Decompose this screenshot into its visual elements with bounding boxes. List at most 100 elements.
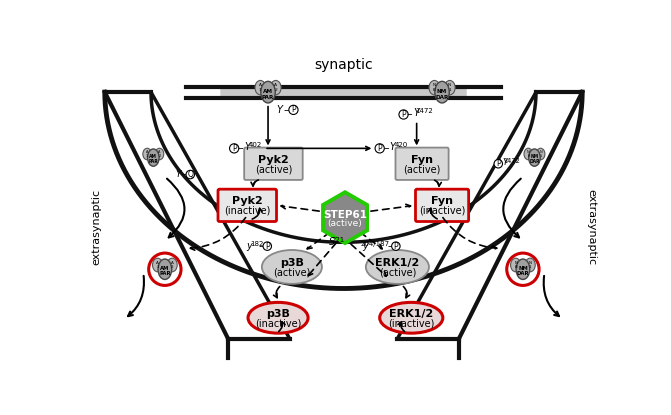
Text: AM: AM xyxy=(263,89,273,94)
Text: p3B: p3B xyxy=(280,258,304,268)
Text: N
1: N 1 xyxy=(448,83,452,92)
Ellipse shape xyxy=(529,149,540,166)
Text: (inactive): (inactive) xyxy=(388,318,434,328)
Text: –: – xyxy=(182,170,187,180)
Text: DAR: DAR xyxy=(435,95,449,100)
Text: 221: 221 xyxy=(331,237,345,243)
Text: N
B: N B xyxy=(514,261,517,269)
Text: PAR: PAR xyxy=(159,271,170,276)
Circle shape xyxy=(186,170,195,179)
Text: Q: Q xyxy=(187,170,193,179)
Text: STEP61: STEP61 xyxy=(323,210,367,220)
Ellipse shape xyxy=(262,250,322,284)
Ellipse shape xyxy=(148,149,159,166)
Text: Fyn: Fyn xyxy=(431,196,453,207)
Ellipse shape xyxy=(366,250,429,284)
Circle shape xyxy=(392,242,400,250)
Text: 182: 182 xyxy=(250,241,263,247)
Text: NM: NM xyxy=(437,89,447,94)
Circle shape xyxy=(289,105,298,115)
Circle shape xyxy=(229,144,239,153)
Text: y: y xyxy=(362,241,368,251)
Text: N
1: N 1 xyxy=(539,150,542,158)
Ellipse shape xyxy=(167,258,177,272)
Text: Y: Y xyxy=(503,159,508,168)
Text: A
2: A 2 xyxy=(274,83,277,92)
Text: extrasynaptic: extrasynaptic xyxy=(586,189,597,265)
Ellipse shape xyxy=(525,258,535,272)
Ellipse shape xyxy=(524,148,533,160)
Text: AM: AM xyxy=(150,154,157,159)
Text: N
1: N 1 xyxy=(529,261,531,269)
Ellipse shape xyxy=(261,81,275,103)
Circle shape xyxy=(399,110,408,119)
Text: –: – xyxy=(383,143,389,154)
Text: (active): (active) xyxy=(378,267,416,277)
Text: (inactive): (inactive) xyxy=(419,206,465,216)
Text: A
1: A 1 xyxy=(146,150,148,158)
Ellipse shape xyxy=(155,148,164,160)
Text: 420: 420 xyxy=(395,142,408,147)
Ellipse shape xyxy=(255,81,266,95)
FancyBboxPatch shape xyxy=(218,189,276,222)
Text: –: – xyxy=(407,110,413,120)
Text: P: P xyxy=(401,110,406,119)
Text: Pyk2: Pyk2 xyxy=(232,196,262,207)
Text: (inactive): (inactive) xyxy=(224,206,270,216)
Text: AM: AM xyxy=(160,266,170,271)
Text: extrasynaptic: extrasynaptic xyxy=(91,189,101,265)
Ellipse shape xyxy=(536,148,545,160)
FancyBboxPatch shape xyxy=(395,148,449,180)
Text: –: – xyxy=(259,241,264,251)
Text: (active): (active) xyxy=(273,267,311,277)
Text: Y: Y xyxy=(276,105,282,115)
Text: synaptic: synaptic xyxy=(314,58,373,71)
Ellipse shape xyxy=(435,81,450,103)
Text: (active): (active) xyxy=(255,164,292,174)
Text: Y: Y xyxy=(390,142,396,152)
Text: PAR: PAR xyxy=(262,95,274,100)
Text: P: P xyxy=(265,242,270,251)
Ellipse shape xyxy=(444,81,455,95)
Text: (active): (active) xyxy=(403,164,441,174)
Text: Y: Y xyxy=(244,142,250,152)
Circle shape xyxy=(263,242,272,250)
Text: p3B: p3B xyxy=(266,309,290,319)
Ellipse shape xyxy=(248,303,308,333)
Text: (inactive): (inactive) xyxy=(255,318,301,328)
Text: N
B: N B xyxy=(527,150,529,158)
Text: P: P xyxy=(496,159,501,168)
Text: (active): (active) xyxy=(327,219,362,228)
Ellipse shape xyxy=(429,81,440,95)
Text: –: – xyxy=(238,143,243,154)
Ellipse shape xyxy=(270,81,281,95)
Text: Fyn: Fyn xyxy=(411,155,433,165)
FancyBboxPatch shape xyxy=(415,189,468,222)
Text: 1472: 1472 xyxy=(415,107,433,114)
Text: NM: NM xyxy=(518,266,528,271)
Text: –: – xyxy=(387,241,392,251)
Text: P: P xyxy=(232,144,236,153)
Polygon shape xyxy=(323,192,367,243)
Ellipse shape xyxy=(516,259,529,279)
Ellipse shape xyxy=(152,258,163,272)
Text: DAR: DAR xyxy=(529,159,539,164)
Text: PAR: PAR xyxy=(148,159,158,164)
Text: A
1: A 1 xyxy=(259,83,262,92)
Text: ERK1/2: ERK1/2 xyxy=(375,258,419,268)
Ellipse shape xyxy=(158,259,172,279)
FancyBboxPatch shape xyxy=(244,148,303,180)
Text: P: P xyxy=(377,144,382,153)
Text: y: y xyxy=(247,241,252,251)
Text: A
2: A 2 xyxy=(170,261,174,269)
Text: 204/187: 204/187 xyxy=(360,241,390,247)
Text: NM: NM xyxy=(530,154,539,159)
Text: S: S xyxy=(329,237,335,247)
Ellipse shape xyxy=(380,303,443,333)
Text: A
2: A 2 xyxy=(158,150,160,158)
Text: DAR: DAR xyxy=(517,271,529,276)
Text: Pyk2: Pyk2 xyxy=(258,155,289,165)
Ellipse shape xyxy=(511,258,521,272)
Circle shape xyxy=(375,144,384,153)
Circle shape xyxy=(494,159,503,168)
